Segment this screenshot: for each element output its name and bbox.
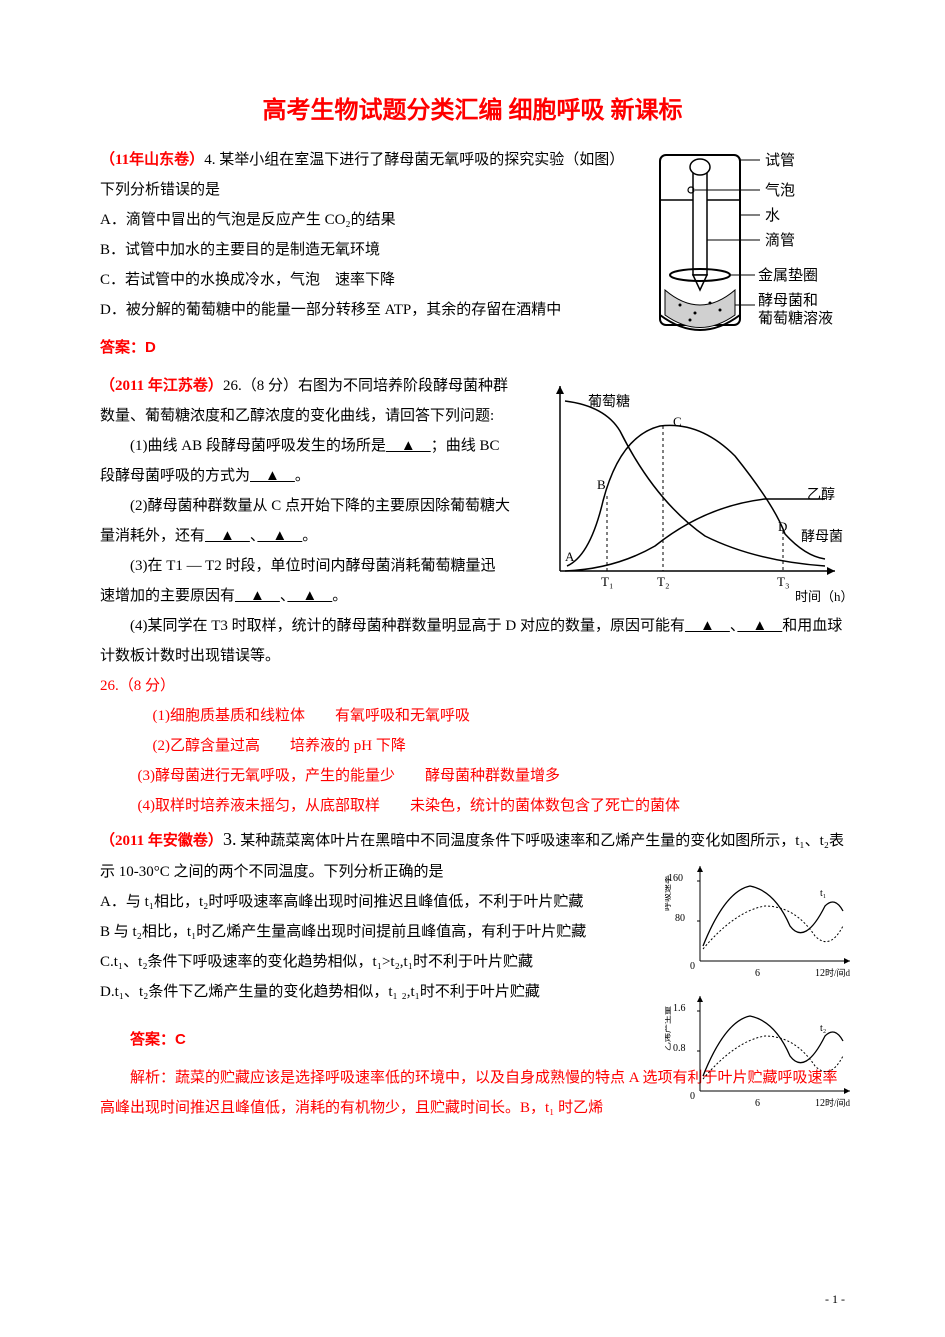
q3-chart: 160 80 0 呼吸速率 t₁ 6 12 时/间d 1.6 [665, 851, 865, 1122]
q1-diagram: 试管 气泡 水 滴管 金属垫圈 酵母菌和 葡萄糖溶液 [645, 145, 845, 376]
q3-opt-d: D.t₁、t₂条件下乙烯产生量的变化趋势相似，t₁ ₂,t₁时不利于叶片贮藏 [100, 977, 640, 1007]
q1-text: （11年山东卷）4. 某举小组在室温下进行了酵母菌无氧呼吸的探究实验（如图）下列… [100, 145, 620, 325]
question-2: 葡萄糖 乙醇 酵母菌 A B C D T₁ T₂ T₃ 时间 [100, 371, 845, 821]
q2-ans2: (2)乙醇含量过高 培养液的 pH 下降 [100, 731, 845, 761]
xtick-6b: 6 [755, 1098, 760, 1109]
content-area: 试管 气泡 水 滴管 金属垫圈 酵母菌和 葡萄糖溶液 （11年山东卷）4. 某举… [100, 145, 845, 1123]
xlabel-bot: 时/间d [825, 1097, 851, 1108]
label-yeast: 酵母菌 [801, 529, 843, 545]
q3-opt-a: A．与 t₁相比，t₂时呼吸速率高峰出现时间推迟且峰值低，不利于叶片贮藏 [100, 887, 640, 917]
point-c: C [673, 414, 682, 429]
xlabel-top: 时/间d [825, 967, 851, 978]
ytickt-0: 0 [690, 961, 695, 972]
page-title: 高考生物试题分类汇编 细胞呼吸 新课标 [100, 90, 845, 125]
q3-options: A．与 t₁相比，t₂时呼吸速率高峰出现时间推迟且峰值低，不利于叶片贮藏 B 与… [100, 887, 640, 1007]
q3-num: 3. [223, 829, 237, 849]
q2-ans4: (4)取样时培养液未摇匀，从底部取样 未染色，统计的菌体数包含了死亡的菌体 [100, 791, 845, 821]
q2-sub1a: (1)曲线 AB 段酵母菌呼吸发生的场所是 [130, 438, 386, 454]
label-water: 水 [765, 207, 780, 224]
label-bubble: 气泡 [765, 182, 795, 199]
q2-ans-num: 26.（8 分） [100, 671, 845, 701]
analysis-label: 解析： [130, 1070, 175, 1086]
q2-ans3: (3)酵母菌进行无氧呼吸，产生的能量少 酵母菌种群数量增多 [100, 761, 845, 791]
q3-opt-c: C.t₁、t₂条件下呼吸速率的变化趋势相似，t₁>t₂,t₁时不利于叶片贮藏 [100, 947, 640, 977]
q2-chart: 葡萄糖 乙醇 酵母菌 A B C D T₁ T₂ T₃ 时间 [525, 371, 855, 622]
xtick-12t: 12 [815, 968, 825, 979]
t2-label-bot: t₂ [820, 1023, 826, 1034]
q2-sub2: (2)酵母菌种群数量从 C 点开始下降的主要原因除葡萄糖大量消耗外，还有 [100, 498, 510, 544]
question-3: 160 80 0 呼吸速率 t₁ 6 12 时/间d 1.6 [100, 821, 845, 1123]
xtick-6t: 6 [755, 968, 760, 979]
tick-t2: T₂ [657, 574, 669, 589]
ytickb-0: 0 [690, 1091, 695, 1102]
label-yeast2: 葡萄糖溶液 [758, 310, 833, 327]
q2-num: 26.（8 分） [223, 378, 298, 394]
question-1: 试管 气泡 水 滴管 金属垫圈 酵母菌和 葡萄糖溶液 （11年山东卷）4. 某举… [100, 145, 845, 363]
label-yeast1: 酵母菌和 [758, 292, 818, 309]
ytick-16: 1.6 [673, 1003, 686, 1014]
ytick-08: 0.8 [673, 1043, 686, 1054]
ylabel-bot: 乙烯产生量 [665, 1006, 672, 1051]
tick-t1: T₁ [601, 574, 613, 589]
q3-source: （2011 年安徽卷） [100, 833, 223, 849]
tick-t3: T₃ [777, 574, 789, 589]
label-glucose: 葡萄糖 [588, 394, 630, 410]
page-number: - 1 - [825, 1292, 845, 1307]
t1-label-top: t₁ [820, 888, 826, 899]
q3-opt-b: B 与 t₂相比，t₁时乙烯产生量高峰出现时间提前且峰值高，有利于叶片贮藏 [100, 917, 640, 947]
label-tube: 试管 [765, 152, 795, 169]
q1-opt-d: D．被分解的葡萄糖中的能量一部分转移至 ATP，其余的存留在酒精中 [100, 295, 620, 325]
xtick-12b: 12 [815, 1098, 825, 1109]
q1-opt-c: C．若试管中的水换成冷水，气泡 速率下降 [100, 265, 620, 295]
q1-source: （11年山东卷） [100, 152, 204, 168]
q2-source: （2011 年江苏卷） [100, 378, 223, 394]
q1-opt-a: A．滴管中冒出的气泡是反应产生 CO₂的结果 [100, 205, 620, 235]
q2-ans1: (1)细胞质基质和线粒体 有氧呼吸和无氧呼吸 [100, 701, 845, 731]
q2-text: （2011 年江苏卷）26.（8 分）右图为不同培养阶段酵母菌种群数量、葡萄糖浓… [100, 371, 510, 611]
label-dropper: 滴管 [765, 231, 795, 249]
point-b: B [597, 477, 606, 492]
ylabel-top: 呼吸速率 [665, 875, 672, 911]
label-ring: 金属垫圈 [758, 267, 818, 284]
q1-num: 4. [204, 152, 215, 168]
label-ethanol: 乙醇 [807, 486, 835, 503]
point-a: A [565, 549, 575, 564]
ytick-80: 80 [675, 913, 685, 924]
xlabel: 时间（h） [795, 589, 854, 604]
q1-opt-b: B．试管中加水的主要目的是制造无氧环境 [100, 235, 620, 265]
